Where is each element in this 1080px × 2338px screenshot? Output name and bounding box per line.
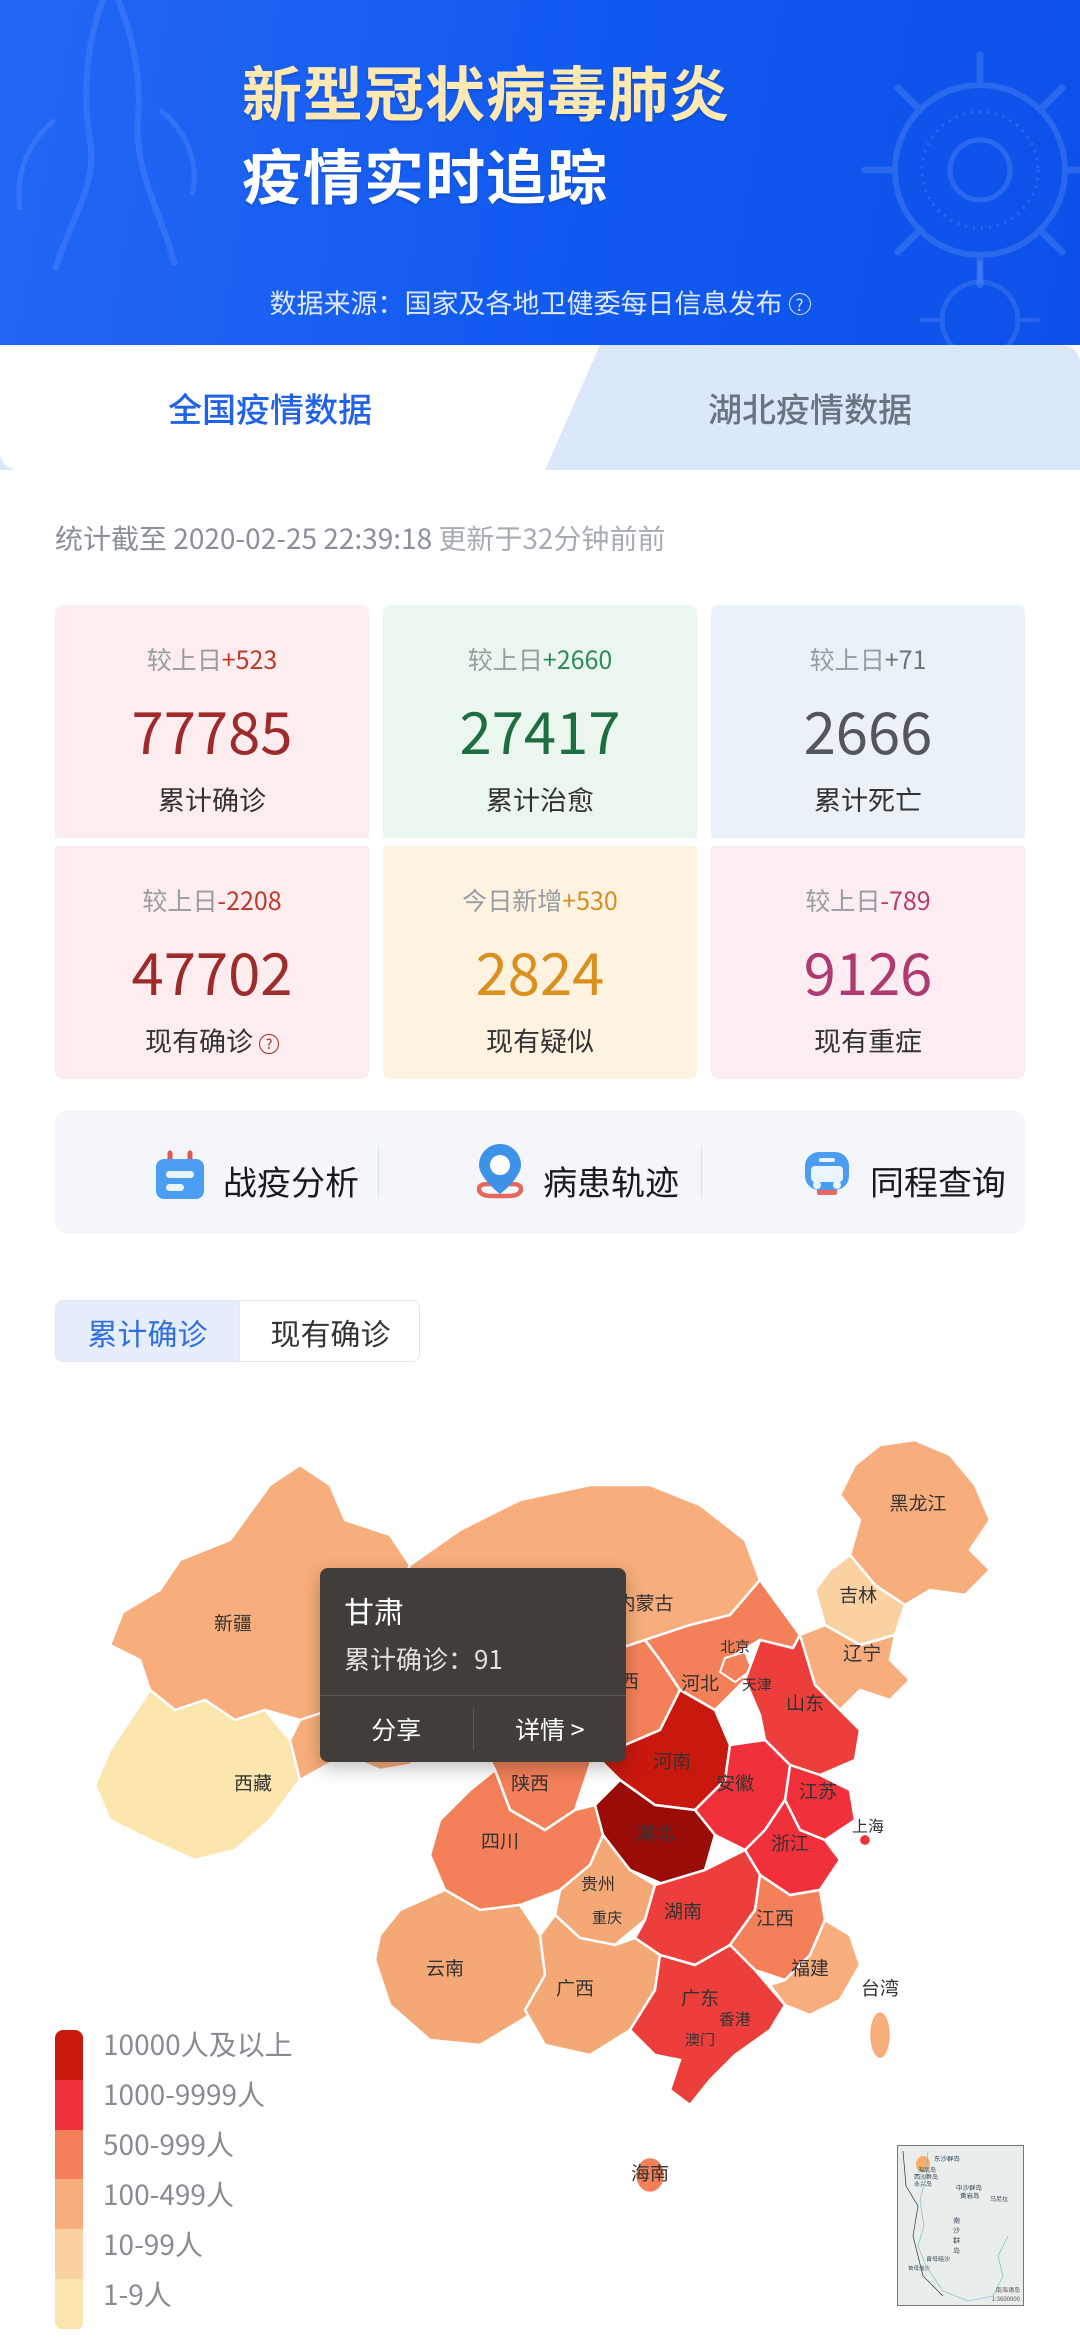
- svg-text:新疆: 新疆: [214, 1609, 252, 1636]
- svg-text:山东: 山东: [786, 1689, 824, 1716]
- svg-text:江西: 江西: [756, 1904, 794, 1931]
- svg-text:贵州: 贵州: [581, 1870, 615, 1895]
- svg-text:陕西: 陕西: [511, 1769, 549, 1796]
- svg-text:湖南: 湖南: [664, 1897, 702, 1924]
- svg-text:台湾: 台湾: [861, 1974, 899, 2001]
- svg-text:广东: 广东: [681, 1984, 719, 2011]
- svg-text:河南: 河南: [653, 1747, 691, 1774]
- svg-text:湖北: 湖北: [636, 1819, 674, 1846]
- svg-text:澳门: 澳门: [685, 2029, 715, 2050]
- svg-text:北京: 北京: [720, 1636, 750, 1657]
- svg-text:广西: 广西: [556, 1974, 594, 2001]
- svg-text:香港: 香港: [719, 2006, 751, 2030]
- svg-text:浙江: 浙江: [771, 1829, 809, 1856]
- svg-text:吉林: 吉林: [839, 1581, 877, 1608]
- svg-text:云南: 云南: [426, 1954, 464, 1981]
- svg-text:江苏: 江苏: [799, 1777, 837, 1804]
- svg-text:上海: 上海: [852, 1813, 884, 1837]
- svg-text:海南: 海南: [631, 2159, 669, 2186]
- svg-text:重庆: 重庆: [592, 1907, 622, 1928]
- svg-text:河北: 河北: [681, 1669, 719, 1696]
- svg-text:黑龙江: 黑龙江: [889, 1489, 946, 1516]
- svg-text:四川: 四川: [481, 1827, 519, 1854]
- svg-text:安徽: 安徽: [716, 1769, 754, 1796]
- svg-text:福建: 福建: [791, 1954, 829, 1981]
- svg-text:天津: 天津: [742, 1674, 772, 1695]
- svg-text:西藏: 西藏: [234, 1769, 272, 1796]
- svg-text:辽宁: 辽宁: [843, 1639, 881, 1666]
